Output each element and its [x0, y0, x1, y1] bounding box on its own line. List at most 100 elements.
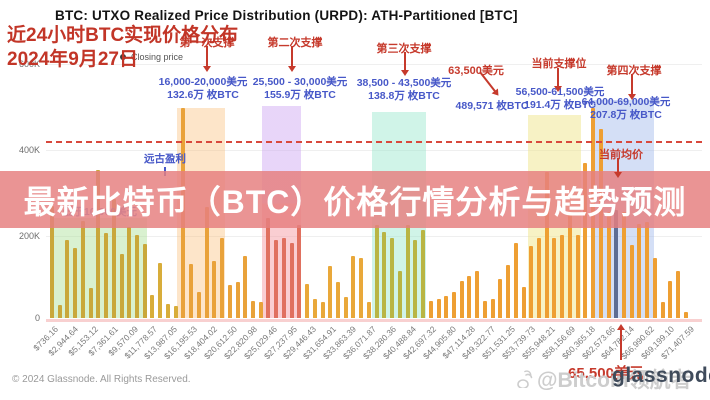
bar [575, 235, 580, 318]
y-gridline [46, 236, 702, 237]
axis-rug-strip [46, 319, 702, 322]
y-axis-label: 0 [34, 313, 40, 323]
bar [281, 237, 286, 318]
bar [390, 237, 395, 318]
support-annotation: 第四次支撑 [606, 65, 662, 77]
bar [250, 301, 255, 318]
annotation-arrow [401, 52, 409, 76]
bar [88, 288, 93, 318]
bar [50, 205, 54, 318]
bar [529, 245, 534, 318]
support-annotation: 当前均价 [599, 149, 643, 161]
bar [428, 301, 433, 318]
bar [258, 302, 263, 318]
closing-price-dot-icon [120, 54, 126, 60]
annotation-arrow [614, 158, 622, 178]
bar [552, 237, 557, 318]
bar [560, 235, 565, 318]
bar [142, 243, 147, 318]
bar [444, 296, 449, 318]
bar [482, 301, 487, 318]
partition-label: 489,571 枚BTC [455, 100, 529, 112]
bar [289, 242, 294, 318]
y-axis-label: 200K [18, 231, 40, 241]
legend-closing-price[interactable]: Closing price [120, 52, 183, 62]
page-title: BTC: UTXO Realized Price Distribution (U… [55, 8, 518, 23]
bar [374, 224, 379, 318]
watermark: @Bitcoin领航者 [514, 364, 692, 394]
bar [436, 299, 441, 318]
bar [220, 237, 225, 318]
bar [305, 284, 310, 318]
threshold-dotted-line [46, 141, 702, 143]
subtitle-line-1: 近24小时BTC实现价格分布 [7, 25, 239, 46]
bar [336, 282, 340, 318]
bar [459, 280, 464, 318]
y-gridline [46, 150, 702, 151]
partition-label: 56,500-61,500美元 191.4万 枚BTC [515, 86, 605, 111]
y-gridline [46, 64, 702, 65]
bar [521, 287, 526, 318]
support-annotation: 63,500美元 [448, 65, 504, 77]
glassnode-logo: glassnode [612, 364, 710, 387]
bar [227, 284, 232, 318]
bar [629, 244, 634, 318]
y-axis-label: 400K [18, 145, 40, 155]
support-annotation: 第二次支撑 [267, 37, 323, 49]
bar [274, 239, 279, 318]
bar [652, 258, 657, 318]
subtitle-line-2: 2024年9月27日 [7, 49, 138, 70]
bar [312, 299, 317, 318]
bar [536, 237, 541, 318]
legend-label: Closing price [131, 52, 184, 62]
bar [622, 211, 627, 318]
chinese-subtitle: 近24小时BTC实现价格分布 2024年9月27日 [7, 24, 238, 72]
bar [475, 270, 480, 318]
bar [158, 262, 163, 318]
bar [196, 291, 201, 318]
bar [660, 302, 665, 318]
headline-text: 最新比特币（BTC）价格行情分析与趋势预测 [23, 183, 687, 220]
bar [57, 305, 62, 318]
bar [212, 261, 217, 318]
bar [119, 254, 124, 318]
bar [150, 294, 155, 318]
bar [343, 297, 348, 318]
bar [506, 265, 511, 318]
copyright-text: © 2024 Glassnode. All Rights Reserved. [12, 374, 191, 385]
bar [683, 312, 688, 318]
bar [320, 302, 325, 318]
bar [297, 224, 302, 318]
partition-label: 16,000-20,000美元 132.6万 枚BTC [158, 76, 248, 101]
bar [614, 209, 619, 318]
bar [397, 271, 402, 318]
bar [96, 169, 101, 318]
bar [351, 256, 356, 318]
annotation-arrow [628, 74, 636, 100]
bar [645, 221, 650, 318]
bar [266, 218, 271, 318]
bar [366, 302, 371, 318]
bar [135, 235, 140, 318]
bar [421, 230, 426, 318]
bar [243, 256, 248, 318]
bar [451, 292, 456, 318]
bar [583, 162, 588, 318]
support-annotation: 第三次支撑 [376, 43, 432, 55]
bar [606, 211, 611, 318]
partition-label: 远古盈利 [144, 153, 186, 165]
bar [676, 270, 681, 318]
partition-label: 64,000-69,000美元 207.8万 枚BTC [581, 96, 671, 121]
bar [544, 172, 549, 318]
support-annotation: 65,500美元 [568, 365, 644, 382]
bar [65, 239, 70, 318]
annotation-arrow [203, 46, 211, 72]
partition-label: 38,500 - 43,500美元 138.8万 枚BTC [356, 77, 452, 102]
annotation-arrow [554, 68, 562, 92]
bar [413, 239, 418, 318]
weibo-icon [517, 370, 533, 388]
bar [513, 242, 518, 318]
bar [498, 278, 503, 318]
bar [328, 266, 333, 318]
